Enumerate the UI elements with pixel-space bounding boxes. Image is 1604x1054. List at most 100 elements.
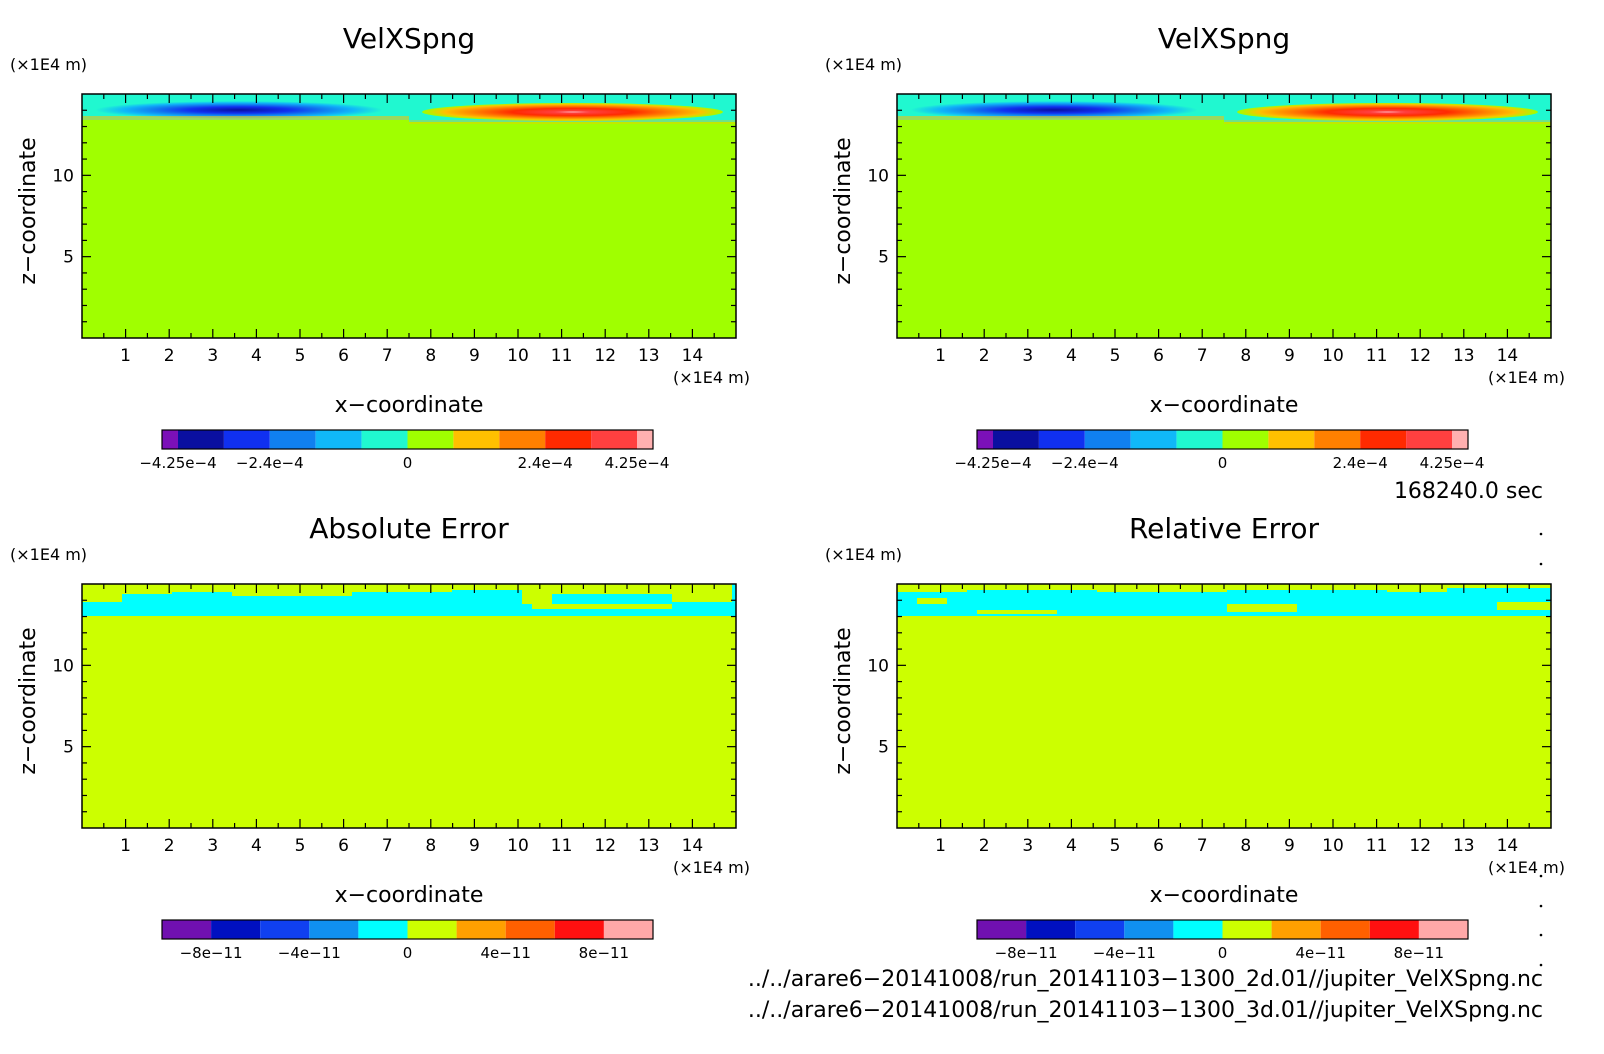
y-unit-label: (×1E4 m): [825, 545, 902, 564]
field-background: [897, 584, 1551, 828]
x-tick-label: 1: [120, 346, 131, 366]
error-patch: [672, 584, 732, 602]
colorbar-swatch: [499, 430, 546, 449]
colorbar-swatch: [358, 920, 408, 939]
x-tick-label: 2: [164, 346, 175, 366]
colorbar-swatch: [993, 430, 1039, 449]
colorbar-swatch: [407, 920, 457, 939]
x-tick-label: 14: [682, 346, 704, 366]
x-tick-label: 4: [251, 836, 262, 856]
colorbar-label: 4e−11: [480, 944, 530, 962]
chart-panel: VelXSpng(×1E4 m)1 2 3 4 5 6 7 8 9 10 11 12 13 14510(×…: [10, 22, 750, 472]
y-unit-label: (×1E4 m): [10, 55, 87, 74]
x-tick-label: 13: [1453, 836, 1475, 856]
colorbar-label: 4.25e−4: [1420, 454, 1485, 472]
colorbar-swatch: [554, 920, 604, 939]
x-tick-label: 6: [338, 836, 349, 856]
colorbar-swatch: [1271, 920, 1321, 939]
y-axis-label: z−coordinate: [16, 137, 41, 284]
x-tick-label: 7: [1197, 836, 1208, 856]
colorbar-swatch: [1130, 430, 1177, 449]
colorbar-swatch: [1173, 920, 1223, 939]
y-tick-label: 10: [52, 166, 74, 186]
x-axis-label: x−coordinate: [1150, 393, 1299, 418]
colorbar-swatch: [1452, 430, 1468, 449]
colorbar-swatch: [977, 430, 993, 449]
y-tick-label: 5: [878, 738, 889, 758]
colorbar-label: 0: [403, 454, 413, 472]
error-patch: [967, 584, 1097, 590]
colorbar-swatch: [1320, 920, 1370, 939]
chart-title: VelXSpng: [1158, 22, 1290, 55]
x-tick-label: 10: [1322, 346, 1344, 366]
x-tick-label: 5: [1110, 346, 1121, 366]
footer-path-2: ../../arare6−20141008/run_20141103−1300_…: [748, 998, 1543, 1023]
colorbar-swatch: [361, 430, 408, 449]
sponge-band-gap: [1224, 122, 1551, 126]
x-axis-label: x−coordinate: [1150, 883, 1299, 908]
x-tick-label: 10: [507, 346, 529, 366]
colorbar-swatch: [1026, 920, 1076, 939]
colorbar-swatch: [603, 920, 653, 939]
x-tick-label: 7: [382, 836, 393, 856]
contour-field: [82, 584, 736, 828]
colorbar-swatch: [309, 920, 359, 939]
y-tick-label: 5: [878, 248, 889, 268]
jet-edge-right: [1224, 120, 1551, 124]
colorbar-swatch: [269, 430, 316, 449]
x-tick-label: 9: [1284, 836, 1295, 856]
y-tick-label: 5: [63, 248, 74, 268]
error-patch: [1447, 584, 1551, 588]
x-tick-label: 8: [1240, 836, 1251, 856]
x-tick-label: 8: [425, 346, 436, 366]
colorbar-swatch: [1360, 430, 1407, 449]
y-tick-label: 5: [63, 738, 74, 758]
x-tick-label: 1: [120, 836, 131, 856]
colorbar-frame: [976, 429, 1469, 450]
colorbar-label: −4.25e−4: [954, 454, 1031, 472]
colorbar-swatch: [1084, 430, 1131, 449]
colorbar-label: −2.4e−4: [1051, 454, 1119, 472]
colorbar-swatch: [977, 920, 1027, 939]
error-patch: [1497, 602, 1551, 610]
colorbar-swatch: [1406, 430, 1452, 449]
error-patch: [172, 584, 232, 592]
colorbar-label: −8e−11: [180, 944, 243, 962]
x-unit-label: (×1E4 m): [673, 368, 750, 387]
x-unit-label: (×1E4 m): [673, 858, 750, 877]
colorbar-swatch: [1124, 920, 1174, 939]
x-unit-label: (×1E4 m): [1488, 858, 1565, 877]
colorbar-swatch: [1418, 920, 1468, 939]
chart-title: VelXSpng: [343, 22, 475, 55]
x-tick-label: 1: [935, 346, 946, 366]
chart-panel: Absolute Error(×1E4 m)1 2 3 4 5 6 7 8 9 10 11 12 13 1…: [10, 512, 750, 962]
negative-jet: [910, 101, 1198, 119]
error-patch: [82, 584, 172, 594]
colorbar-swatch: [591, 430, 637, 449]
colorbar-swatch: [407, 430, 454, 449]
y-tick-label: 10: [867, 656, 889, 676]
contour-field: [897, 584, 1551, 828]
colorbar-label: 0: [1218, 944, 1228, 962]
x-tick-label: 5: [295, 346, 306, 366]
colorbar-frame: [161, 919, 654, 940]
error-patch: [897, 584, 967, 592]
x-tick-label: 2: [979, 836, 990, 856]
x-tick-label: 4: [251, 346, 262, 366]
colorbar-label: 2.4e−4: [518, 454, 573, 472]
jet-edge-right: [409, 120, 736, 124]
colorbar-swatch: [1222, 430, 1269, 449]
error-patch: [82, 592, 122, 602]
x-tick-label: 7: [382, 346, 393, 366]
negative-jet: [95, 101, 383, 119]
colorbar-swatch: [1176, 430, 1223, 449]
colorbar-swatch: [211, 920, 261, 939]
x-unit-label: (×1E4 m): [1488, 368, 1565, 387]
colorbar-label: 8e−11: [579, 944, 629, 962]
colorbar-swatch: [1268, 430, 1315, 449]
x-tick-label: 11: [551, 346, 573, 366]
y-unit-label: (×1E4 m): [10, 545, 87, 564]
colorbar-swatch: [456, 920, 506, 939]
stray-dots: [1539, 532, 1543, 967]
